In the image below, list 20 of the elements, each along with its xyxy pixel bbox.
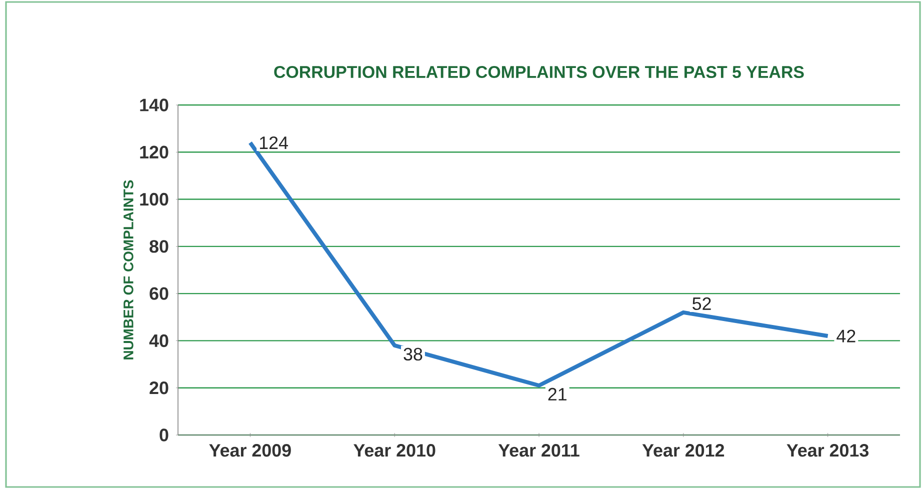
y-tick-label: 100 xyxy=(140,192,168,206)
data-label: 42 xyxy=(836,330,856,342)
x-tick-label: Year 2011 xyxy=(498,444,580,457)
data-label: 124 xyxy=(260,136,288,149)
y-tick-label: 0 xyxy=(160,428,168,442)
data-label: 21 xyxy=(548,388,566,400)
x-tick-label: Year 2010 xyxy=(354,444,436,457)
x-tick-label: Year 2012 xyxy=(642,444,724,457)
y-tick-label: 20 xyxy=(150,382,168,394)
y-tick-label: 140 xyxy=(140,98,168,112)
data-label: 38 xyxy=(404,348,422,361)
data-label: 52 xyxy=(692,297,711,310)
y-tick-label: 60 xyxy=(150,287,168,300)
y-axis-title: NUMBER OF COMPLAINTS xyxy=(124,180,134,360)
x-tick-label: Year 2009 xyxy=(209,444,291,457)
chart-title: CORRUPTION RELATED COMPLAINTS OVER THE PAST 5 YEARS xyxy=(274,66,804,78)
y-tick-label: 120 xyxy=(140,146,168,158)
y-tick-label: 40 xyxy=(149,334,168,348)
y-tick-label: 80 xyxy=(150,240,168,253)
x-tick-label: Year 2013 xyxy=(786,444,868,457)
